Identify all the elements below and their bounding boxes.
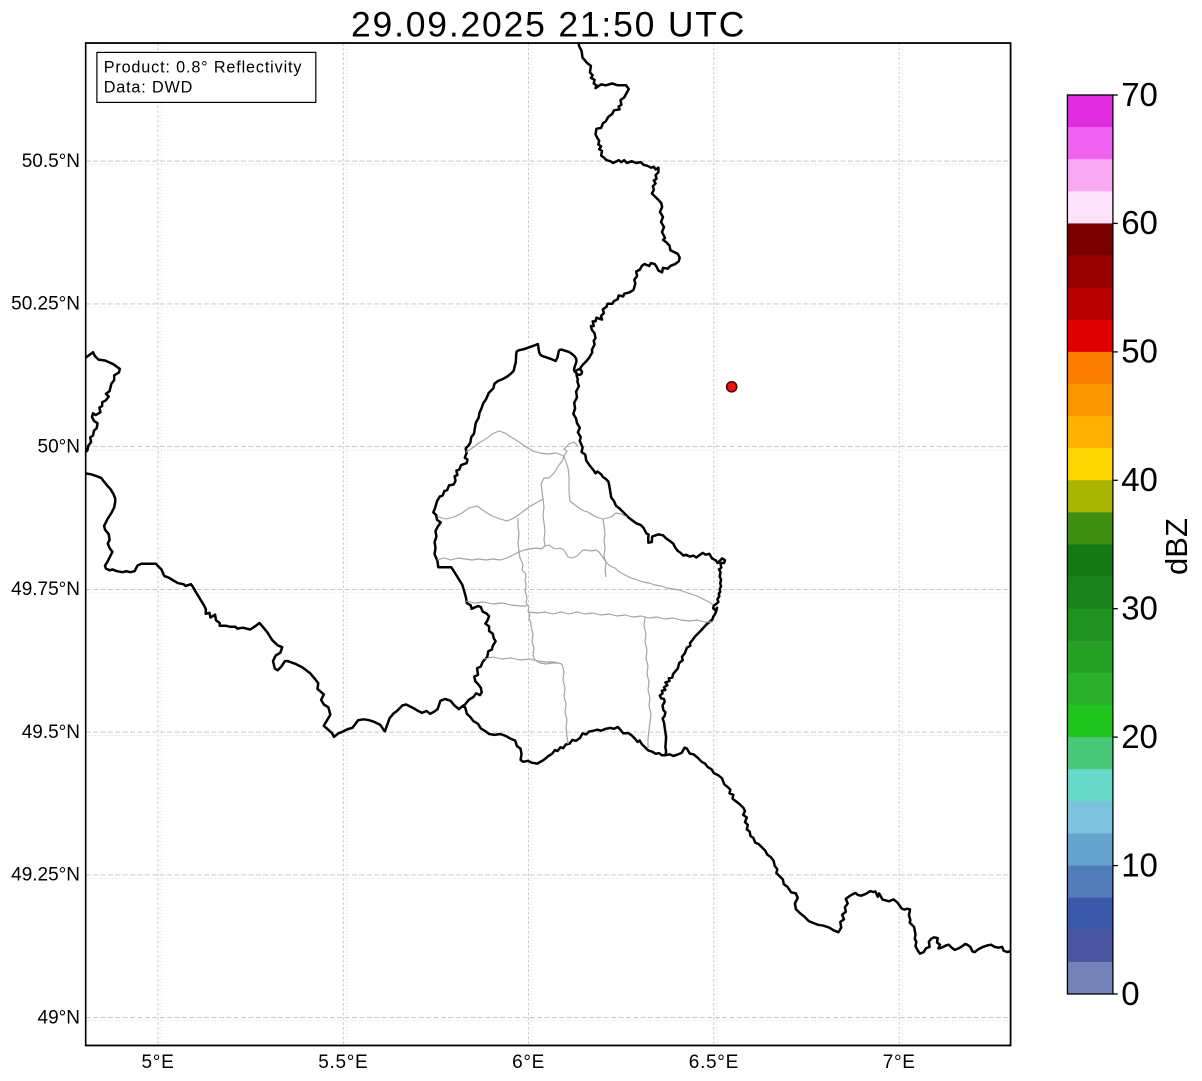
svg-text:49.5°N: 49.5°N (22, 722, 80, 743)
svg-text:49°N: 49°N (38, 1007, 80, 1028)
svg-text:Data: DWD: Data: DWD (104, 79, 194, 97)
svg-text:60: 60 (1121, 204, 1158, 241)
svg-text:30: 30 (1121, 590, 1158, 627)
svg-text:6°E: 6°E (512, 1052, 545, 1073)
svg-text:dBZ: dBZ (1159, 518, 1194, 575)
svg-text:70: 70 (1121, 76, 1158, 113)
svg-text:49.25°N: 49.25°N (11, 865, 80, 886)
svg-text:7°E: 7°E (883, 1052, 916, 1073)
svg-text:10: 10 (1121, 846, 1158, 883)
svg-text:50°N: 50°N (38, 436, 80, 457)
svg-text:6.5°E: 6.5°E (689, 1052, 739, 1073)
svg-text:0: 0 (1121, 975, 1139, 1012)
svg-text:50: 50 (1121, 333, 1158, 370)
svg-text:20: 20 (1121, 718, 1158, 755)
svg-text:5°E: 5°E (142, 1052, 175, 1073)
svg-text:49.75°N: 49.75°N (11, 579, 80, 600)
svg-text:Product: 0.8° Reflectivity: Product: 0.8° Reflectivity (104, 59, 303, 77)
svg-text:40: 40 (1121, 461, 1158, 498)
svg-text:5.5°E: 5.5°E (318, 1052, 368, 1073)
svg-text:50.25°N: 50.25°N (11, 294, 80, 315)
svg-text:50.5°N: 50.5°N (22, 151, 80, 172)
svg-text:29.09.2025 21:50 UTC: 29.09.2025 21:50 UTC (351, 4, 746, 44)
